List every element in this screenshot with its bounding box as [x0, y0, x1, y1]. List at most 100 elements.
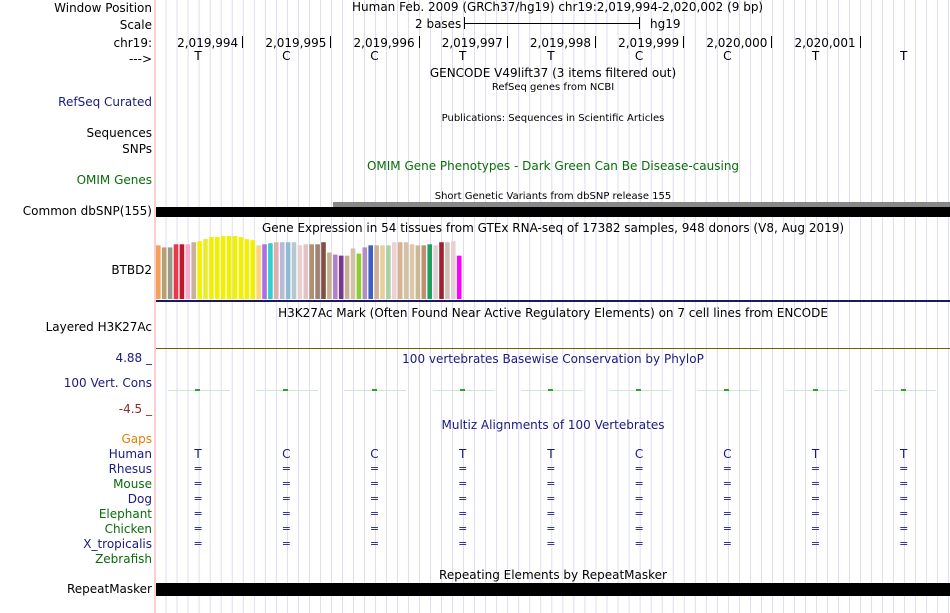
refseq-track-subtitle[interactable]: RefSeq genes from NCBI	[491, 82, 615, 93]
ruler-tick-label: 2,019,994	[177, 36, 239, 50]
gtex-tissue-bar[interactable]	[427, 244, 432, 299]
gtex-tissue-bar[interactable]	[226, 236, 232, 299]
gtex-tissue-bar[interactable]	[386, 245, 391, 299]
omim-track-label[interactable]: OMIM Genes	[76, 173, 152, 187]
gtex-tissue-bar[interactable]	[262, 244, 267, 299]
gtex-tissue-bar[interactable]	[238, 237, 244, 299]
species-label[interactable]: Chicken	[104, 522, 152, 536]
gtex-tissue-bar[interactable]	[380, 245, 385, 299]
gtex-tissue-bar[interactable]	[415, 245, 421, 299]
gtex-tissue-bar[interactable]	[268, 243, 273, 299]
species-label[interactable]: Dog	[127, 492, 152, 506]
gtex-tissue-bar[interactable]	[173, 244, 179, 299]
human-base-letter: T	[900, 447, 908, 461]
gtex-tissue-bar[interactable]	[362, 247, 368, 299]
omim-track-title[interactable]: OMIM Gene Phenotypes - Dark Green Can Be…	[366, 159, 740, 173]
gtex-tissue-bar[interactable]	[344, 255, 350, 299]
gtex-tissue-bar[interactable]	[333, 254, 338, 299]
gtex-tissue-bar[interactable]	[156, 245, 161, 299]
gtex-tissue-bar[interactable]	[220, 236, 226, 299]
gtex-tissue-bar[interactable]	[321, 242, 326, 299]
alignment-match-mark: =	[281, 492, 291, 505]
gtex-tissue-bar[interactable]	[279, 242, 285, 299]
species-label[interactable]: X_tropicalis	[83, 537, 152, 551]
gaps-label[interactable]: Gaps	[121, 432, 152, 446]
gtex-tissue-bar[interactable]	[451, 241, 456, 299]
refseq-track-label[interactable]: RefSeq Curated	[58, 95, 152, 109]
gtex-tissue-bar[interactable]	[350, 248, 356, 299]
base-letter: T	[547, 49, 555, 63]
h3k27ac-track-label[interactable]: Layered H3K27Ac	[45, 320, 152, 334]
gtex-tissue-bar[interactable]	[256, 245, 261, 299]
gencode-track-title[interactable]: GENCODE V49lift37 (3 items filtered out)	[429, 66, 677, 80]
alignment-match-mark: =	[722, 507, 732, 520]
gtex-tissue-bar[interactable]	[291, 242, 297, 299]
cons-signal-mark	[636, 389, 642, 391]
gtex-tissue-bar[interactable]	[244, 239, 250, 299]
species-label[interactable]: Zebrafish	[95, 552, 152, 566]
cons-track-title[interactable]: 100 vertebrates Basewise Conservation by…	[402, 352, 704, 366]
gtex-gene-label[interactable]: BTBD2	[111, 263, 152, 277]
gtex-tissue-bar[interactable]	[285, 242, 291, 299]
cons-signal-mark	[812, 389, 818, 391]
species-label[interactable]: Elephant	[98, 507, 152, 521]
gtex-tissue-bar[interactable]	[315, 244, 320, 299]
repeatmasker-feature-bar[interactable]	[156, 583, 950, 596]
species-label[interactable]: Human	[108, 447, 152, 461]
gtex-tissue-bar[interactable]	[185, 244, 191, 299]
h3k27ac-baseline	[156, 348, 950, 349]
gtex-track-title[interactable]: Gene Expression in 54 tissues from GTEx …	[261, 221, 845, 235]
sequences-label[interactable]: Sequences	[86, 126, 152, 140]
base-letter: T	[459, 49, 467, 63]
gtex-tissue-bar[interactable]	[161, 247, 167, 299]
gtex-tissue-bar[interactable]	[421, 245, 427, 299]
window-position-value[interactable]: Human Feb. 2009 (GRCh37/hg19) chr19:2,01…	[352, 0, 764, 14]
ruler-tick-mark	[506, 36, 508, 48]
gtex-tissue-bar[interactable]	[209, 237, 214, 299]
gtex-tissue-bar[interactable]	[309, 244, 314, 299]
gtex-tissue-bar[interactable]	[338, 255, 344, 299]
alignment-match-mark: =	[810, 537, 821, 550]
h3k27ac-track-title[interactable]: H3K27Ac Mark (Often Found Near Active Re…	[278, 306, 828, 320]
gtex-tissue-bar[interactable]	[374, 245, 379, 299]
gtex-tissue-bar[interactable]	[409, 244, 415, 299]
gtex-tissue-bar[interactable]	[439, 242, 444, 299]
gtex-tissue-bar[interactable]	[403, 242, 409, 299]
snps-label[interactable]: SNPs	[122, 142, 152, 156]
dbsnp-track-title[interactable]: Short Genetic Variants from dbSNP releas…	[434, 191, 672, 202]
gtex-tissue-bar[interactable]	[215, 237, 220, 299]
dbsnp-gray-feature[interactable]	[333, 202, 950, 208]
gtex-tissue-bar[interactable]	[197, 241, 202, 299]
gtex-tissue-bar[interactable]	[327, 252, 332, 299]
alignment-match-mark: =	[546, 522, 556, 535]
gtex-tissue-bar[interactable]	[392, 242, 397, 299]
gtex-tissue-bar[interactable]	[456, 255, 462, 299]
cons-track-label[interactable]: 100 Vert. Cons	[63, 376, 152, 390]
gtex-tissue-bar[interactable]	[356, 253, 362, 299]
gtex-tissue-bar[interactable]	[303, 244, 309, 299]
repeatmasker-track-title[interactable]: Repeating Elements by RepeatMasker	[439, 568, 667, 582]
gtex-tissue-bar[interactable]	[397, 242, 403, 299]
gtex-tissue-bar[interactable]	[167, 247, 173, 299]
gtex-tissue-bar[interactable]	[433, 245, 438, 299]
human-base-letter: C	[282, 447, 291, 461]
gtex-tissue-bar[interactable]	[203, 239, 208, 299]
gtex-tissue-bar[interactable]	[232, 236, 238, 299]
species-label[interactable]: Rhesus	[108, 462, 152, 476]
gtex-tissue-bar[interactable]	[179, 244, 185, 299]
repeatmasker-track-label[interactable]: RepeatMasker	[66, 582, 152, 596]
multiz-track-title[interactable]: Multiz Alignments of 100 Vertebrates	[441, 418, 665, 432]
dbsnp-track-label[interactable]: Common dbSNP(155)	[22, 204, 152, 218]
publications-track-title[interactable]: Publications: Sequences in Scientific Ar…	[441, 113, 665, 124]
gtex-tissue-bar[interactable]	[191, 242, 196, 299]
gtex-tissue-bar[interactable]	[297, 245, 303, 299]
gtex-tissue-bar[interactable]	[445, 242, 450, 299]
gtex-tissue-bar[interactable]	[274, 242, 279, 299]
gtex-tissue-bar[interactable]	[368, 245, 373, 299]
dbsnp-feature-bar[interactable]	[156, 207, 950, 217]
gtex-tissue-bar[interactable]	[250, 240, 255, 299]
species-label[interactable]: Mouse	[113, 477, 152, 491]
alignment-match-mark: =	[634, 477, 644, 490]
alignment-match-mark: =	[193, 522, 203, 535]
